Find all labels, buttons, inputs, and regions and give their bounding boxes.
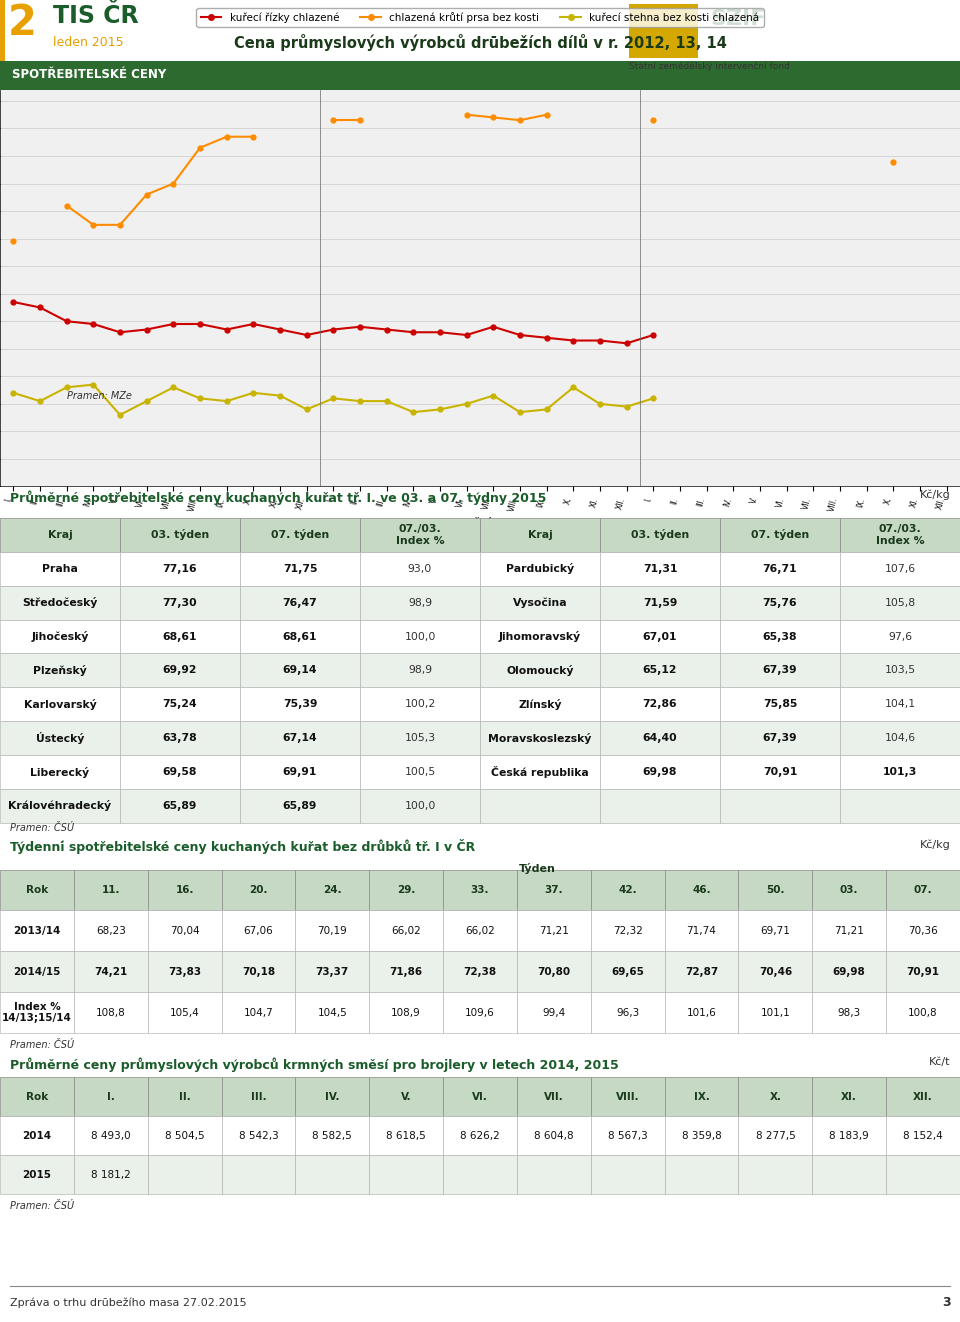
Title: Cena průmyslových výrobců drūbežích dílů v r. 2012, 13, 14: Cena průmyslových výrobců drūbežích dílů…: [233, 34, 727, 52]
Text: Pramen: ČSÚ: Pramen: ČSÚ: [10, 1202, 74, 1211]
Text: SZIF: SZIF: [710, 9, 766, 29]
Text: Týden: Týden: [519, 863, 556, 874]
X-axis label: měsíc: měsíc: [462, 517, 498, 530]
Text: TIS ČR: TIS ČR: [53, 4, 138, 29]
Text: 3: 3: [942, 1297, 950, 1310]
Text: Kč/kg: Kč/kg: [920, 490, 950, 501]
Bar: [629, 4, 698, 58]
Text: SPOTŘEBITELSKÉ CENY: SPOTŘEBITELSKÉ CENY: [12, 69, 166, 81]
Text: Pramen: ČSÚ: Pramen: ČSÚ: [10, 1039, 74, 1050]
Text: Státní zemědělský intervenční fond: Státní zemědělský intervenční fond: [629, 61, 790, 70]
Text: Průměrné ceny průmyslových výrobců krmných směsí pro brojlery v letech 2014, 201: Průměrné ceny průmyslových výrobců krmný…: [10, 1058, 618, 1072]
Text: Týdenní spotřebitelské ceny kuchaných kuřat bez drůbků tř. I v ČR: Týdenní spotřebitelské ceny kuchaných k…: [10, 839, 475, 854]
Text: Kč/t: Kč/t: [929, 1058, 950, 1067]
Text: Průměrné spotřebitelské ceny kuchaných kuřat tř. I. ve 03. a 07. týdnу 2015: Průměrné spotřebitelské ceny kuchaných k…: [10, 490, 546, 505]
Text: leden 2015: leden 2015: [53, 36, 124, 49]
Text: Pramen: MZe: Pramen: MZe: [67, 391, 132, 402]
Text: Kč/kg: Kč/kg: [920, 839, 950, 850]
Legend: kuřecí řízky chlazené, chlazená krůtí prsa bez kosti, kuřecí stehna bez kosti ch: kuřecí řízky chlazené, chlazená krůtí pr…: [197, 8, 763, 26]
Text: Zpráva o trhu drūbežího masa 27.02.2015: Zpráva o trhu drūbežího masa 27.02.2015: [10, 1298, 246, 1309]
Text: Pramen: ČSÚ: Pramen: ČSÚ: [10, 824, 74, 833]
Bar: [0, 0, 5, 61]
Bar: [0, 61, 960, 90]
Text: 2: 2: [8, 1, 36, 44]
